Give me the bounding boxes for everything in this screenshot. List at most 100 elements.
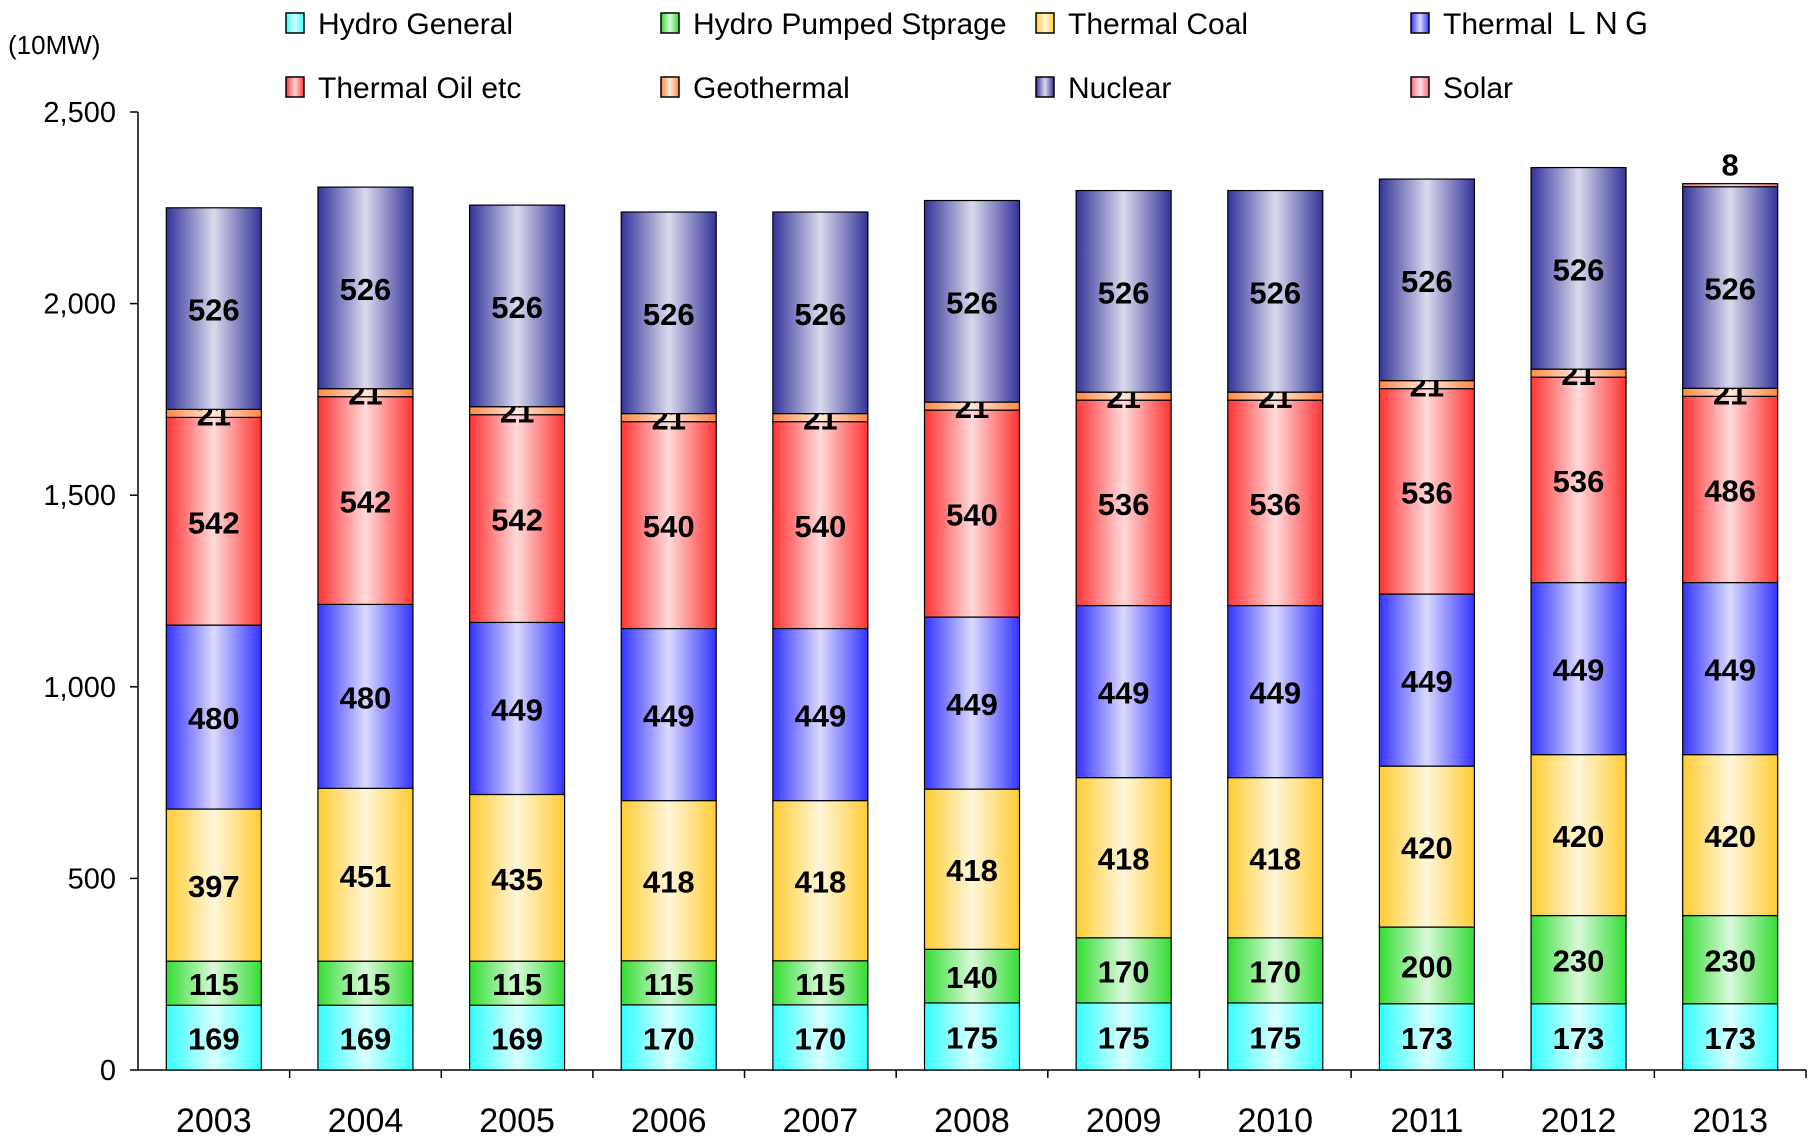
data-label: 173 (1553, 1021, 1605, 1056)
data-label: 526 (643, 297, 695, 332)
bar-segment (1075, 399, 1172, 607)
legend-swatch (1035, 12, 1055, 34)
bar-segment (1075, 777, 1172, 939)
x-tick-label: 2005 (479, 1102, 555, 1139)
bar-segment (1075, 189, 1172, 393)
data-label: 540 (794, 509, 846, 544)
data-label: 480 (340, 680, 392, 715)
y-tick-label: 1,500 (43, 480, 116, 512)
bar-segment (1682, 183, 1779, 188)
data-label: 170 (643, 1021, 695, 1056)
bar-segment (772, 1004, 869, 1071)
bar-segment (468, 793, 566, 962)
bar-segment (1682, 754, 1779, 917)
bar-segment (165, 207, 262, 410)
data-label: 420 (1401, 831, 1453, 866)
bar-segment (1530, 1003, 1627, 1071)
x-tick-label: 2013 (1692, 1102, 1768, 1139)
bar-segment (1530, 376, 1627, 584)
data-label: 173 (1704, 1021, 1756, 1056)
y-tick-label: 2,000 (43, 289, 116, 321)
data-label: 115 (795, 967, 845, 1002)
data-label: 200 (1401, 949, 1453, 984)
bar-segment (620, 1004, 717, 1071)
data-label: 542 (340, 485, 392, 520)
y-axis: 0 500 1,000 1,500 2,000 2,500 (43, 97, 139, 1087)
data-label: 435 (491, 862, 543, 897)
data-label: 230 (1704, 944, 1756, 979)
bar-segment (1530, 914, 1627, 1005)
data-label: 173 (1401, 1021, 1453, 1056)
bar-segment (923, 199, 1021, 403)
bar-segment (923, 788, 1021, 950)
legend-swatch (1035, 76, 1055, 98)
legend-label: Nuclear (1068, 72, 1171, 105)
bar-segment (1378, 593, 1476, 767)
bar-segment (772, 800, 869, 962)
x-tick-label: 2006 (631, 1102, 707, 1139)
bar-segment (1682, 186, 1779, 389)
y-tick-label: 0 (100, 1055, 116, 1087)
bars: 1691153974805422152616911545148054221526… (165, 148, 1779, 1071)
data-label: 8 (1722, 148, 1739, 183)
bar-segment (317, 960, 414, 1006)
data-label: 418 (1098, 842, 1150, 877)
data-label: 170 (794, 1021, 846, 1056)
data-label: 169 (491, 1022, 543, 1057)
bar-segment (165, 808, 262, 962)
data-label: 115 (492, 967, 542, 1002)
legend-swatch (285, 76, 305, 98)
bar-segment (468, 621, 566, 796)
data-label: 451 (340, 859, 392, 894)
bar-segment (165, 960, 262, 1006)
legend-swatch (660, 76, 680, 98)
bar-segment (1227, 399, 1324, 607)
y-tick-label: 2,500 (43, 97, 116, 129)
bar-segment (1682, 1003, 1779, 1071)
bar-segment (1378, 926, 1476, 1005)
data-label: 526 (1098, 275, 1150, 310)
bar-segment (1075, 937, 1172, 1004)
data-label: 449 (1553, 653, 1605, 688)
data-label: 418 (946, 853, 998, 888)
data-label: 175 (1249, 1020, 1301, 1055)
data-label: 449 (491, 692, 543, 727)
data-label: 526 (491, 290, 543, 325)
data-label: 526 (1553, 252, 1605, 287)
legend-label: Thermal Oil etc (318, 72, 521, 105)
bar-segment (1530, 581, 1627, 756)
data-label: 449 (946, 687, 998, 722)
data-label: 230 (1553, 944, 1605, 979)
data-label: 486 (1704, 473, 1756, 508)
data-label: 170 (1249, 954, 1301, 989)
bar-segment (1378, 1003, 1476, 1071)
data-label: 540 (946, 498, 998, 533)
legend-swatch (1410, 12, 1430, 34)
legend-swatch (1410, 76, 1430, 98)
data-label: 449 (643, 699, 695, 734)
x-tick-label: 2004 (328, 1102, 404, 1139)
data-label: 115 (189, 967, 239, 1002)
data-label: 418 (643, 865, 695, 900)
data-label: 540 (643, 509, 695, 544)
y-tick-label: 500 (68, 863, 116, 895)
bar-segment (317, 603, 414, 789)
bar-segment (1378, 178, 1476, 382)
data-label: 526 (188, 293, 240, 328)
data-label: 170 (1098, 954, 1150, 989)
bar-segment (1378, 388, 1476, 595)
data-label: 536 (1401, 475, 1453, 510)
data-label: 449 (1401, 664, 1453, 699)
data-label: 449 (1249, 676, 1301, 711)
x-tick-label: 2011 (1390, 1102, 1463, 1139)
data-label: 542 (188, 505, 240, 540)
bar-segment (772, 960, 869, 1006)
bar-segment (1682, 581, 1779, 756)
data-label: 420 (1704, 819, 1756, 854)
bar-segment (1682, 914, 1779, 1005)
bar-segment (772, 211, 869, 415)
legend-label: Thermal Coal (1068, 8, 1248, 41)
bar-segment (317, 787, 414, 962)
legend-label: Hydro Pumped Stprage (693, 8, 1007, 41)
data-label: 526 (946, 285, 998, 320)
